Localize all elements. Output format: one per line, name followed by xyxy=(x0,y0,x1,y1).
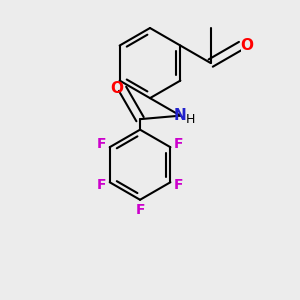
Text: F: F xyxy=(135,202,145,217)
Text: N: N xyxy=(174,108,187,123)
Text: O: O xyxy=(240,38,253,53)
Text: O: O xyxy=(110,81,123,96)
Text: F: F xyxy=(174,178,184,192)
Text: F: F xyxy=(97,178,106,192)
Text: F: F xyxy=(174,137,184,152)
Text: H: H xyxy=(185,113,195,126)
Text: F: F xyxy=(97,137,106,152)
